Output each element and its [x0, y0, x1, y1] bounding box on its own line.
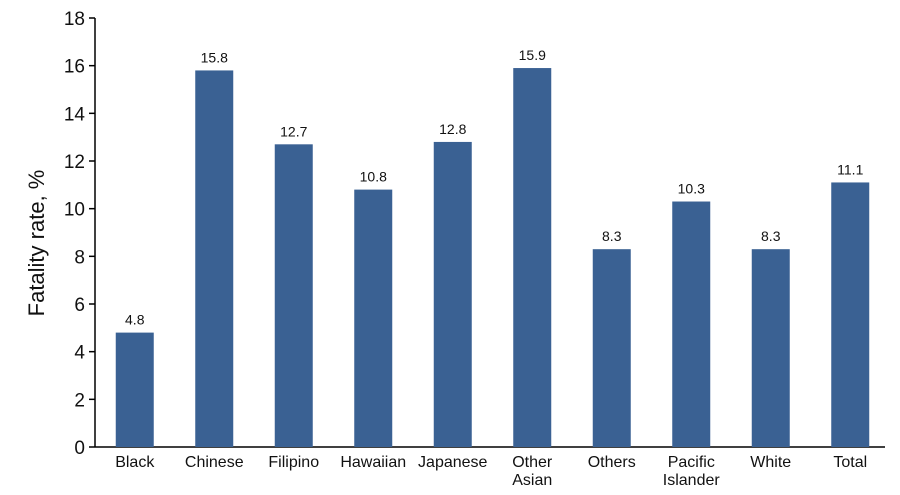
bar: [115, 332, 154, 447]
x-axis: Black Chinese Filipino Hawaiian Japanese Othe…: [95, 446, 885, 489]
y-tick-label: 8: [74, 247, 85, 268]
bars: [115, 68, 870, 448]
bar: [195, 70, 234, 447]
bar-value-label: 12.8: [439, 121, 466, 137]
bar: [274, 144, 313, 448]
x-category-label: Total: [833, 454, 867, 471]
bar-value-label: 15.8: [201, 49, 228, 65]
y-axis-title: Fatality rate, %: [24, 170, 49, 317]
x-category-label: Other Asian: [512, 454, 553, 489]
y-tick-label: 18: [64, 9, 85, 30]
x-category-label: Japanese: [418, 454, 487, 471]
data-labels: 4.8 15.8 12.7 10.8 12.8 15.9 8.3 10.3 8.3 11.1: [125, 47, 864, 328]
x-category-label: Chinese: [185, 454, 244, 471]
x-category-label: Others: [588, 454, 636, 471]
y-tick-label: 0: [74, 438, 85, 459]
bar-value-label: 8.3: [602, 228, 622, 244]
y-tick-label: 6: [74, 295, 85, 316]
x-category-label: Hawaiian: [340, 454, 406, 471]
bar: [513, 68, 552, 448]
bar: [592, 249, 631, 447]
bar: [672, 201, 711, 447]
y-tick-label: 4: [74, 343, 85, 364]
bar: [831, 182, 870, 447]
bar-value-label: 12.7: [280, 123, 307, 139]
y-tick-label: 14: [64, 104, 86, 125]
x-category-label: White: [750, 454, 791, 471]
y-axis: 0 2 4 6 8 10 12 14 16 18: [64, 9, 96, 459]
y-tick-label: 10: [64, 200, 85, 221]
x-category-label: Pacific Islander: [663, 454, 721, 489]
bar-value-label: 10.8: [360, 169, 387, 185]
bar: [354, 189, 393, 447]
bar: [751, 249, 790, 447]
bar-value-label: 8.3: [761, 228, 781, 244]
bar-value-label: 15.9: [519, 47, 546, 63]
x-category-label: Filipino: [268, 454, 319, 471]
bar-value-label: 4.8: [125, 312, 145, 328]
y-tick-label: 12: [64, 152, 85, 173]
bar-value-label: 10.3: [678, 181, 705, 197]
bar-value-label: 11.1: [837, 161, 863, 177]
y-tick-label: 16: [64, 57, 85, 78]
bar: [433, 141, 472, 447]
x-category-label: Black: [115, 454, 155, 471]
y-tick-label: 2: [74, 390, 85, 411]
